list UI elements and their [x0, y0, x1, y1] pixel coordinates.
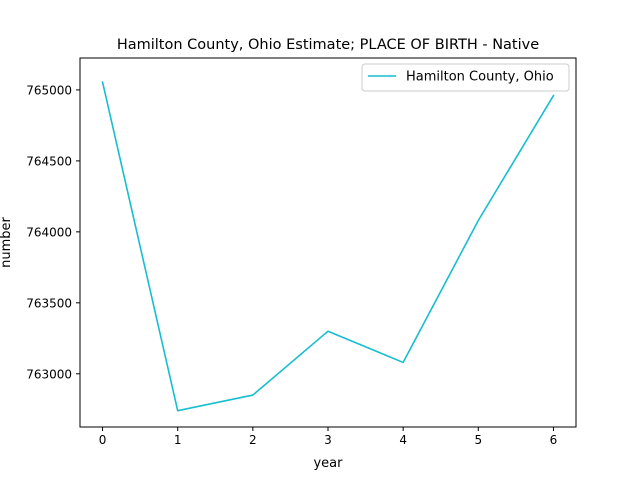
- x-tick-label: 4: [399, 433, 407, 447]
- y-tick-label: 764000: [26, 225, 72, 239]
- series-line: [101, 81, 555, 412]
- y-tick-label: 763500: [26, 296, 72, 310]
- x-tick-label: 1: [174, 433, 182, 447]
- x-tick-label: 0: [99, 433, 107, 447]
- y-tick-label: 765000: [26, 83, 72, 97]
- axes-frame: [79, 57, 577, 428]
- x-axis-ticks: 0 1 2 3 4 5 6: [99, 427, 558, 447]
- x-axis-label: year: [313, 456, 343, 471]
- y-tick-label: 764500: [26, 154, 72, 168]
- y-axis-ticks: 763000 763500 764000 764500 765000: [26, 83, 80, 381]
- x-tick-label: 6: [550, 433, 558, 447]
- legend-box: [361, 63, 570, 92]
- x-tick-label: 3: [324, 433, 332, 447]
- series-layer: [101, 81, 555, 412]
- y-tick-label: 763000: [26, 367, 72, 381]
- x-tick-label: 5: [474, 433, 482, 447]
- y-axis-label: number: [0, 216, 14, 267]
- legend-series-label: Hamilton County, Ohio: [406, 70, 554, 85]
- chart-legend: Hamilton County, Ohio: [361, 63, 570, 92]
- chart-title: Hamilton County, Ohio Estimate; PLACE OF…: [117, 37, 539, 53]
- x-tick-label: 2: [249, 433, 257, 447]
